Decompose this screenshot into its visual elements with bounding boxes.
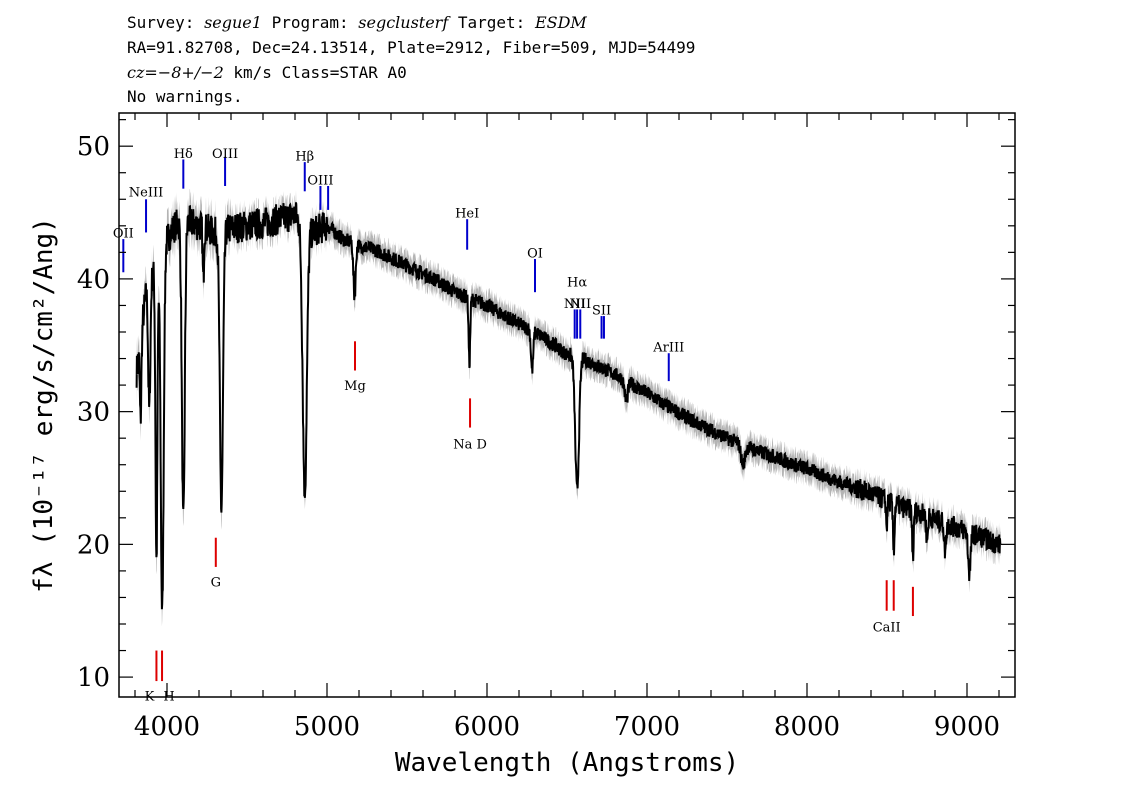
- emission-line-label: OI: [527, 246, 543, 261]
- emission-line-label: Hβ: [295, 149, 314, 164]
- y-tick-labels: 10 20 30 40 50: [77, 132, 110, 693]
- header-line-coordinates: RA=91.82708, Dec=24.13514, Plate=2912, F…: [127, 38, 695, 57]
- absorption-line-label: Na D: [453, 437, 487, 452]
- x-tick-label: 7000: [614, 712, 680, 742]
- absorption-line-label: Mg: [344, 379, 366, 394]
- plot-area: [122, 156, 1002, 682]
- flux-line: [135, 202, 1002, 610]
- header-line-survey: Survey: segue1 Program: segclusterf Targ…: [127, 13, 587, 32]
- x-tick-label: 6000: [454, 712, 520, 742]
- y-tick-label: 20: [77, 530, 110, 560]
- x-tick-label: 4000: [134, 712, 200, 742]
- x-tick-labels: 4000 5000 6000 7000 8000 9000: [134, 712, 1000, 742]
- axis-ticks: [119, 113, 1015, 697]
- plot-frame: [118, 112, 1016, 698]
- line-markers: [122, 156, 914, 682]
- absorption-line-label: CaII: [873, 621, 901, 636]
- x-axis-label: Wavelength (Angstroms): [395, 748, 739, 778]
- x-tick-label: 5000: [294, 712, 360, 742]
- x-tick-label: 8000: [774, 712, 840, 742]
- emission-line-label: Hδ: [174, 147, 193, 162]
- emission-line-label: OII: [113, 226, 134, 241]
- emission-line-label: ArIII: [652, 341, 684, 356]
- y-tick-label: 10: [77, 663, 110, 693]
- y-axis-label: fλ (10⁻¹⁷ erg/s/cm²/Ang): [29, 217, 59, 593]
- header-line-redshift: cz=−8+/−2 km/s Class=STAR A0: [127, 63, 407, 82]
- emission-line-label: NII: [569, 297, 591, 312]
- emission-line-label: OIII: [307, 173, 333, 188]
- emission-line-label: Hα: [567, 276, 587, 291]
- y-tick-label: 40: [77, 265, 110, 295]
- absorption-line-label: G: [211, 576, 221, 591]
- emission-line-label: HeI: [455, 207, 479, 222]
- x-tick-label: 9000: [934, 712, 1000, 742]
- header-line-warnings: No warnings.: [127, 87, 243, 106]
- emission-line-label: SII: [592, 303, 611, 318]
- emission-line-label: OIII: [212, 147, 238, 162]
- error-band: [136, 189, 1001, 627]
- y-tick-label: 30: [77, 398, 110, 428]
- y-tick-label: 50: [77, 132, 110, 162]
- emission-line-label: NeIII: [129, 185, 163, 200]
- emission-line-label: NII: [564, 297, 586, 312]
